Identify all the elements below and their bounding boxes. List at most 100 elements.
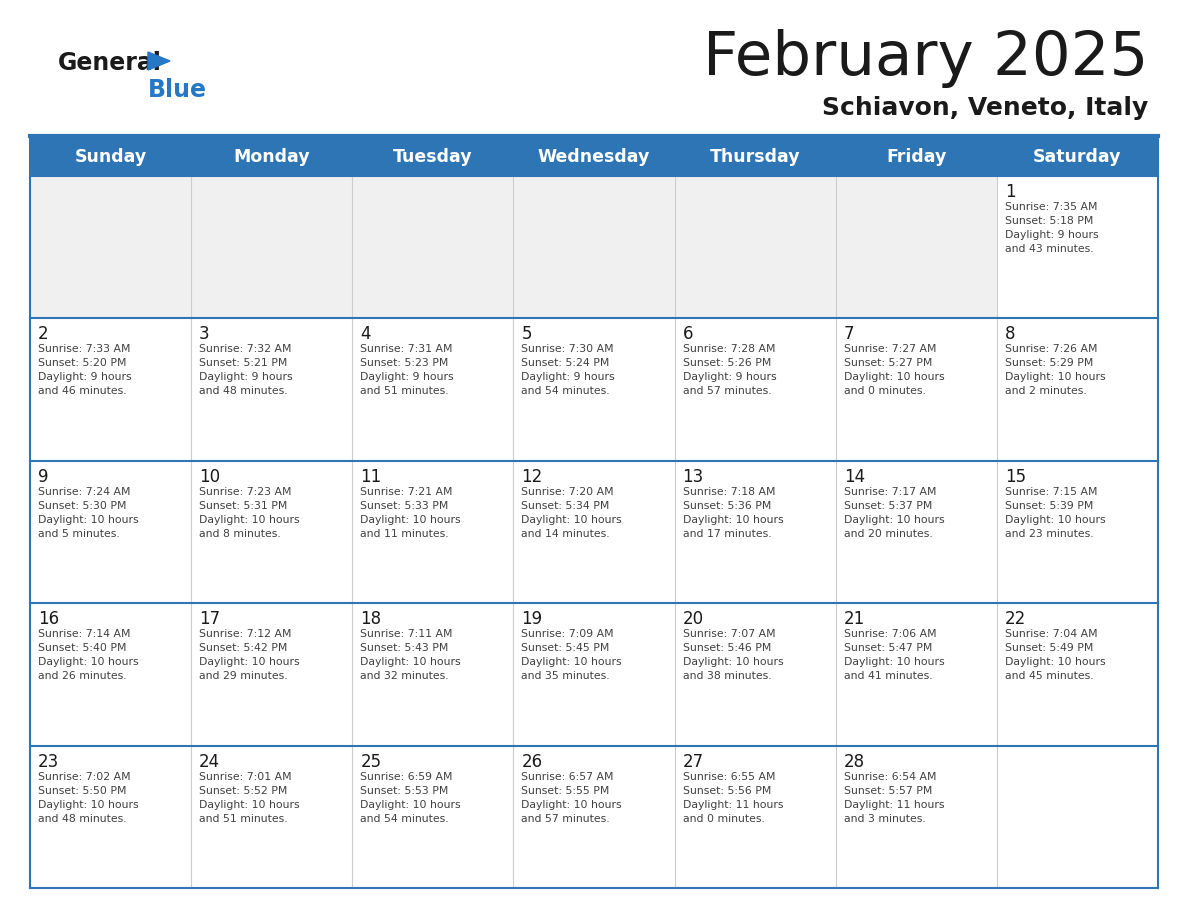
Bar <box>191 461 353 603</box>
Bar <box>353 461 513 603</box>
Bar <box>997 745 1158 888</box>
Text: General: General <box>58 51 162 75</box>
Text: Wednesday: Wednesday <box>538 148 650 166</box>
Text: Thursday: Thursday <box>710 148 801 166</box>
Bar <box>191 176 353 319</box>
Text: 17: 17 <box>200 610 220 628</box>
Text: 4: 4 <box>360 325 371 343</box>
Text: 24: 24 <box>200 753 220 770</box>
Bar <box>30 603 191 745</box>
Text: Sunrise: 7:02 AM
Sunset: 5:50 PM
Daylight: 10 hours
and 48 minutes.: Sunrise: 7:02 AM Sunset: 5:50 PM Dayligh… <box>38 772 139 823</box>
Text: Saturday: Saturday <box>1034 148 1121 166</box>
Text: Blue: Blue <box>148 78 207 102</box>
Text: Sunrise: 7:27 AM
Sunset: 5:27 PM
Daylight: 10 hours
and 0 minutes.: Sunrise: 7:27 AM Sunset: 5:27 PM Dayligh… <box>843 344 944 397</box>
Text: Sunrise: 7:17 AM
Sunset: 5:37 PM
Daylight: 10 hours
and 20 minutes.: Sunrise: 7:17 AM Sunset: 5:37 PM Dayligh… <box>843 487 944 539</box>
Text: Tuesday: Tuesday <box>393 148 473 166</box>
Text: 15: 15 <box>1005 468 1026 486</box>
Bar <box>997 603 1158 745</box>
Text: Sunrise: 7:26 AM
Sunset: 5:29 PM
Daylight: 10 hours
and 2 minutes.: Sunrise: 7:26 AM Sunset: 5:29 PM Dayligh… <box>1005 344 1106 397</box>
Text: Friday: Friday <box>886 148 947 166</box>
Text: Sunrise: 7:21 AM
Sunset: 5:33 PM
Daylight: 10 hours
and 11 minutes.: Sunrise: 7:21 AM Sunset: 5:33 PM Dayligh… <box>360 487 461 539</box>
Text: 8: 8 <box>1005 325 1016 343</box>
Text: 11: 11 <box>360 468 381 486</box>
Text: Sunrise: 7:30 AM
Sunset: 5:24 PM
Daylight: 9 hours
and 54 minutes.: Sunrise: 7:30 AM Sunset: 5:24 PM Dayligh… <box>522 344 615 397</box>
Text: 14: 14 <box>843 468 865 486</box>
Text: 19: 19 <box>522 610 543 628</box>
Bar <box>513 319 675 461</box>
Text: February 2025: February 2025 <box>702 28 1148 87</box>
Text: Sunrise: 6:57 AM
Sunset: 5:55 PM
Daylight: 10 hours
and 57 minutes.: Sunrise: 6:57 AM Sunset: 5:55 PM Dayligh… <box>522 772 623 823</box>
Text: Sunrise: 7:11 AM
Sunset: 5:43 PM
Daylight: 10 hours
and 32 minutes.: Sunrise: 7:11 AM Sunset: 5:43 PM Dayligh… <box>360 629 461 681</box>
Text: Sunrise: 7:20 AM
Sunset: 5:34 PM
Daylight: 10 hours
and 14 minutes.: Sunrise: 7:20 AM Sunset: 5:34 PM Dayligh… <box>522 487 623 539</box>
Text: Sunrise: 7:28 AM
Sunset: 5:26 PM
Daylight: 9 hours
and 57 minutes.: Sunrise: 7:28 AM Sunset: 5:26 PM Dayligh… <box>683 344 776 397</box>
Bar <box>835 603 997 745</box>
Bar <box>513 745 675 888</box>
Bar <box>353 745 513 888</box>
Text: 5: 5 <box>522 325 532 343</box>
Text: 21: 21 <box>843 610 865 628</box>
Bar <box>997 461 1158 603</box>
Text: Sunrise: 7:35 AM
Sunset: 5:18 PM
Daylight: 9 hours
and 43 minutes.: Sunrise: 7:35 AM Sunset: 5:18 PM Dayligh… <box>1005 202 1099 254</box>
Text: Sunday: Sunday <box>75 148 146 166</box>
Text: 10: 10 <box>200 468 220 486</box>
Bar <box>835 319 997 461</box>
Text: Sunrise: 7:14 AM
Sunset: 5:40 PM
Daylight: 10 hours
and 26 minutes.: Sunrise: 7:14 AM Sunset: 5:40 PM Dayligh… <box>38 629 139 681</box>
Text: 16: 16 <box>38 610 59 628</box>
Bar <box>191 603 353 745</box>
Text: 25: 25 <box>360 753 381 770</box>
Bar <box>30 319 191 461</box>
Text: 7: 7 <box>843 325 854 343</box>
Text: Sunrise: 7:23 AM
Sunset: 5:31 PM
Daylight: 10 hours
and 8 minutes.: Sunrise: 7:23 AM Sunset: 5:31 PM Dayligh… <box>200 487 299 539</box>
Bar <box>675 603 835 745</box>
Text: Sunrise: 6:54 AM
Sunset: 5:57 PM
Daylight: 11 hours
and 3 minutes.: Sunrise: 6:54 AM Sunset: 5:57 PM Dayligh… <box>843 772 944 823</box>
Bar <box>353 319 513 461</box>
Polygon shape <box>148 52 170 70</box>
Text: 27: 27 <box>683 753 703 770</box>
Bar <box>675 461 835 603</box>
Bar <box>30 745 191 888</box>
Text: Sunrise: 7:04 AM
Sunset: 5:49 PM
Daylight: 10 hours
and 45 minutes.: Sunrise: 7:04 AM Sunset: 5:49 PM Dayligh… <box>1005 629 1106 681</box>
Bar <box>513 461 675 603</box>
Bar <box>513 603 675 745</box>
Bar <box>30 461 191 603</box>
Text: Sunrise: 7:31 AM
Sunset: 5:23 PM
Daylight: 9 hours
and 51 minutes.: Sunrise: 7:31 AM Sunset: 5:23 PM Dayligh… <box>360 344 454 397</box>
Text: Sunrise: 7:09 AM
Sunset: 5:45 PM
Daylight: 10 hours
and 35 minutes.: Sunrise: 7:09 AM Sunset: 5:45 PM Dayligh… <box>522 629 623 681</box>
Text: Sunrise: 7:18 AM
Sunset: 5:36 PM
Daylight: 10 hours
and 17 minutes.: Sunrise: 7:18 AM Sunset: 5:36 PM Dayligh… <box>683 487 783 539</box>
Text: Sunrise: 7:33 AM
Sunset: 5:20 PM
Daylight: 9 hours
and 46 minutes.: Sunrise: 7:33 AM Sunset: 5:20 PM Dayligh… <box>38 344 132 397</box>
Text: Sunrise: 6:55 AM
Sunset: 5:56 PM
Daylight: 11 hours
and 0 minutes.: Sunrise: 6:55 AM Sunset: 5:56 PM Dayligh… <box>683 772 783 823</box>
Text: 18: 18 <box>360 610 381 628</box>
Text: 3: 3 <box>200 325 210 343</box>
Text: 1: 1 <box>1005 183 1016 201</box>
Text: 13: 13 <box>683 468 703 486</box>
Bar <box>675 176 835 319</box>
Bar <box>835 461 997 603</box>
Text: Sunrise: 7:32 AM
Sunset: 5:21 PM
Daylight: 9 hours
and 48 minutes.: Sunrise: 7:32 AM Sunset: 5:21 PM Dayligh… <box>200 344 292 397</box>
Bar <box>191 745 353 888</box>
Bar <box>997 176 1158 319</box>
Text: Sunrise: 7:24 AM
Sunset: 5:30 PM
Daylight: 10 hours
and 5 minutes.: Sunrise: 7:24 AM Sunset: 5:30 PM Dayligh… <box>38 487 139 539</box>
Bar <box>835 745 997 888</box>
Text: Sunrise: 7:06 AM
Sunset: 5:47 PM
Daylight: 10 hours
and 41 minutes.: Sunrise: 7:06 AM Sunset: 5:47 PM Dayligh… <box>843 629 944 681</box>
Bar <box>353 603 513 745</box>
Text: Schiavon, Veneto, Italy: Schiavon, Veneto, Italy <box>822 96 1148 120</box>
Bar <box>30 138 1158 176</box>
Bar <box>191 319 353 461</box>
Bar <box>30 176 191 319</box>
Text: 2: 2 <box>38 325 49 343</box>
Text: Sunrise: 6:59 AM
Sunset: 5:53 PM
Daylight: 10 hours
and 54 minutes.: Sunrise: 6:59 AM Sunset: 5:53 PM Dayligh… <box>360 772 461 823</box>
Text: 26: 26 <box>522 753 543 770</box>
Bar <box>675 745 835 888</box>
Text: Monday: Monday <box>233 148 310 166</box>
Text: 22: 22 <box>1005 610 1026 628</box>
Bar <box>835 176 997 319</box>
Text: 6: 6 <box>683 325 693 343</box>
Bar <box>353 176 513 319</box>
Text: 23: 23 <box>38 753 59 770</box>
Text: Sunrise: 7:15 AM
Sunset: 5:39 PM
Daylight: 10 hours
and 23 minutes.: Sunrise: 7:15 AM Sunset: 5:39 PM Dayligh… <box>1005 487 1106 539</box>
Text: 28: 28 <box>843 753 865 770</box>
Text: 12: 12 <box>522 468 543 486</box>
Text: 20: 20 <box>683 610 703 628</box>
Bar <box>513 176 675 319</box>
Bar <box>997 319 1158 461</box>
Text: Sunrise: 7:07 AM
Sunset: 5:46 PM
Daylight: 10 hours
and 38 minutes.: Sunrise: 7:07 AM Sunset: 5:46 PM Dayligh… <box>683 629 783 681</box>
